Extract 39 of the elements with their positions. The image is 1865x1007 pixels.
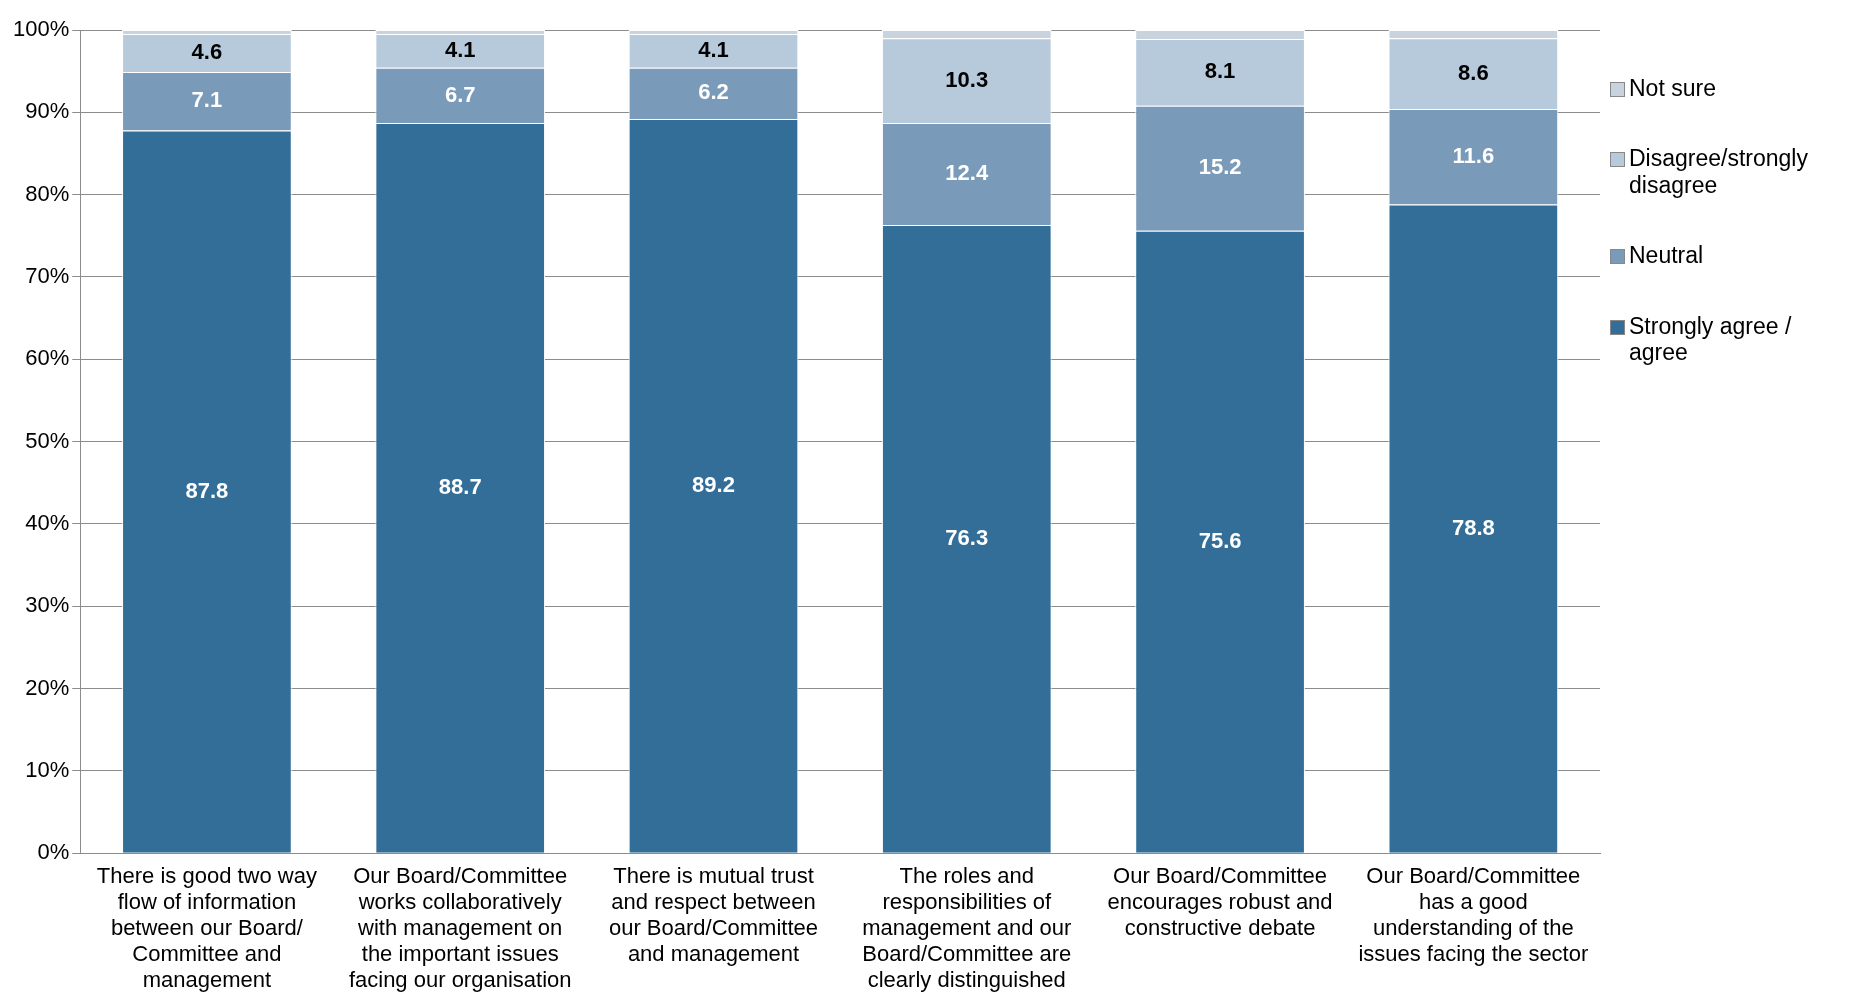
x-tick-label: The roles and responsibilities of management and our Board/Committee are clearly distinguished [862,863,1072,993]
legend-label: Disagree/strongly disagree [1629,145,1809,199]
y-tick-label: 90% [25,98,70,124]
data-label: 4.1 [698,37,729,63]
y-tick-label: 40% [25,509,70,535]
data-label: 4.1 [444,37,476,63]
data-label: 15.2 [1198,154,1242,180]
data-label: 87.8 [185,477,229,503]
y-tick-label: 30% [25,592,70,618]
data-label: 75.6 [1198,527,1242,553]
data-label: 8.1 [1204,58,1236,84]
y-tick-label: 80% [25,180,70,206]
data-label: 88.7 [438,473,482,499]
x-tick-label: There is mutual trust and respect between our Board/Committee and management [608,863,819,967]
data-label: 7.1 [191,87,223,113]
data-label: 76.3 [945,524,989,550]
y-tick-label: 70% [25,263,70,289]
x-tick-label: There is good two way flow of information between our Board/ Committee and management [96,863,317,993]
legend-label: Neutral [1629,242,1704,269]
data-label: 6.2 [698,79,729,105]
y-tick-label: 10% [25,756,70,782]
x-tick-label: Our Board/Committee encourages robust and constructive debate [1107,863,1333,941]
y-tick-label: 100% [12,16,70,42]
data-label: 4.6 [191,39,223,65]
data-label: 12.4 [945,160,989,186]
text: Strongly agree / agree [1629,312,1793,366]
data-label: 8.6 [1458,59,1489,85]
y-tick-label: 50% [25,427,70,453]
data-label: 10.3 [945,66,989,92]
legend-label: Not sure [1629,75,1716,102]
data-label: 89.2 [692,471,735,497]
x-tick-label: Our Board/Committee works collaboratively with management on the important issues facing our organisation [348,863,572,993]
data-label: 11.6 [1452,142,1495,168]
x-tick-label: Our Board/Committee has a good understanding of the issues facing the sector [1358,863,1589,967]
y-tick-label: 60% [25,345,70,371]
data-label: 78.8 [1451,514,1495,540]
y-tick-label: 0% [37,839,70,865]
data-label: 6.7 [444,81,476,107]
y-tick-label: 20% [25,674,70,700]
